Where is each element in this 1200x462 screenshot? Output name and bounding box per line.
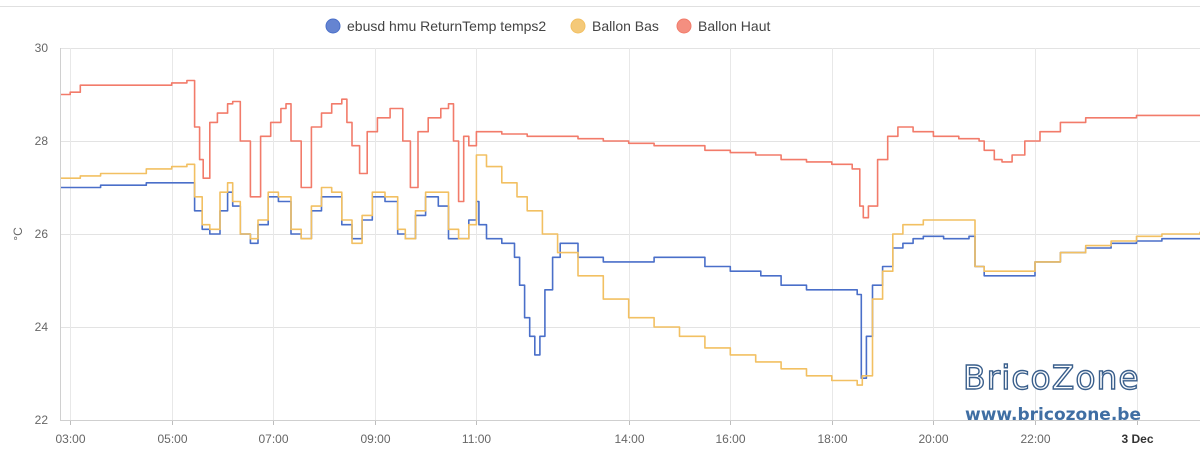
x-tick-label: 18:00	[817, 432, 847, 446]
legend-item-2[interactable]: Ballon Haut	[676, 18, 770, 34]
x-tick-label: 20:00	[918, 432, 948, 446]
x-tick-label: 03:00	[55, 432, 85, 446]
legend-label: Ballon Haut	[698, 18, 770, 34]
watermark-text: BricoZone	[963, 358, 1140, 397]
y-tick-label: 30	[35, 41, 49, 55]
y-axis-label: °C	[11, 227, 25, 241]
series-layer	[60, 79, 1200, 386]
legend-item-1[interactable]: Ballon Bas	[570, 18, 659, 34]
legend-item-0[interactable]: ebusd hmu ReturnTemp temps2	[325, 18, 546, 34]
y-tick-label: 26	[35, 227, 49, 241]
y-tick-label: 28	[35, 134, 49, 148]
legend-swatch	[325, 18, 341, 34]
x-tick-label: 3 Dec	[1121, 432, 1153, 446]
y-tick-label: 22	[35, 413, 49, 427]
x-tick-label: 22:00	[1020, 432, 1050, 446]
y-tick-label: 24	[35, 320, 49, 334]
watermark-logo: BricoZone www.bricozone.be	[962, 357, 1141, 425]
x-tick-label: 16:00	[715, 432, 745, 446]
x-tick-label: 07:00	[258, 432, 288, 446]
legend-label: Ballon Bas	[592, 18, 659, 34]
legend-swatch	[676, 18, 692, 34]
x-tick-label: 05:00	[157, 432, 187, 446]
legend-label: ebusd hmu ReturnTemp temps2	[347, 18, 546, 34]
series-line-2	[60, 79, 1200, 219]
legend[interactable]: ebusd hmu ReturnTemp temps2 Ballon Bas Bal…	[325, 18, 770, 34]
watermark-url: www.bricozone.be	[965, 405, 1141, 425]
top-rule	[0, 0, 1200, 7]
legend-swatch	[570, 18, 586, 34]
series-line-1	[60, 154, 1200, 386]
x-tick-label: 09:00	[360, 432, 390, 446]
x-tick-label: 11:00	[462, 432, 491, 446]
axis-layer: 22 24 26 28 30 03:00 05:00 07:00 09:00 11:00 14:00…	[11, 41, 1200, 446]
x-tick-label: 14:00	[614, 432, 644, 446]
